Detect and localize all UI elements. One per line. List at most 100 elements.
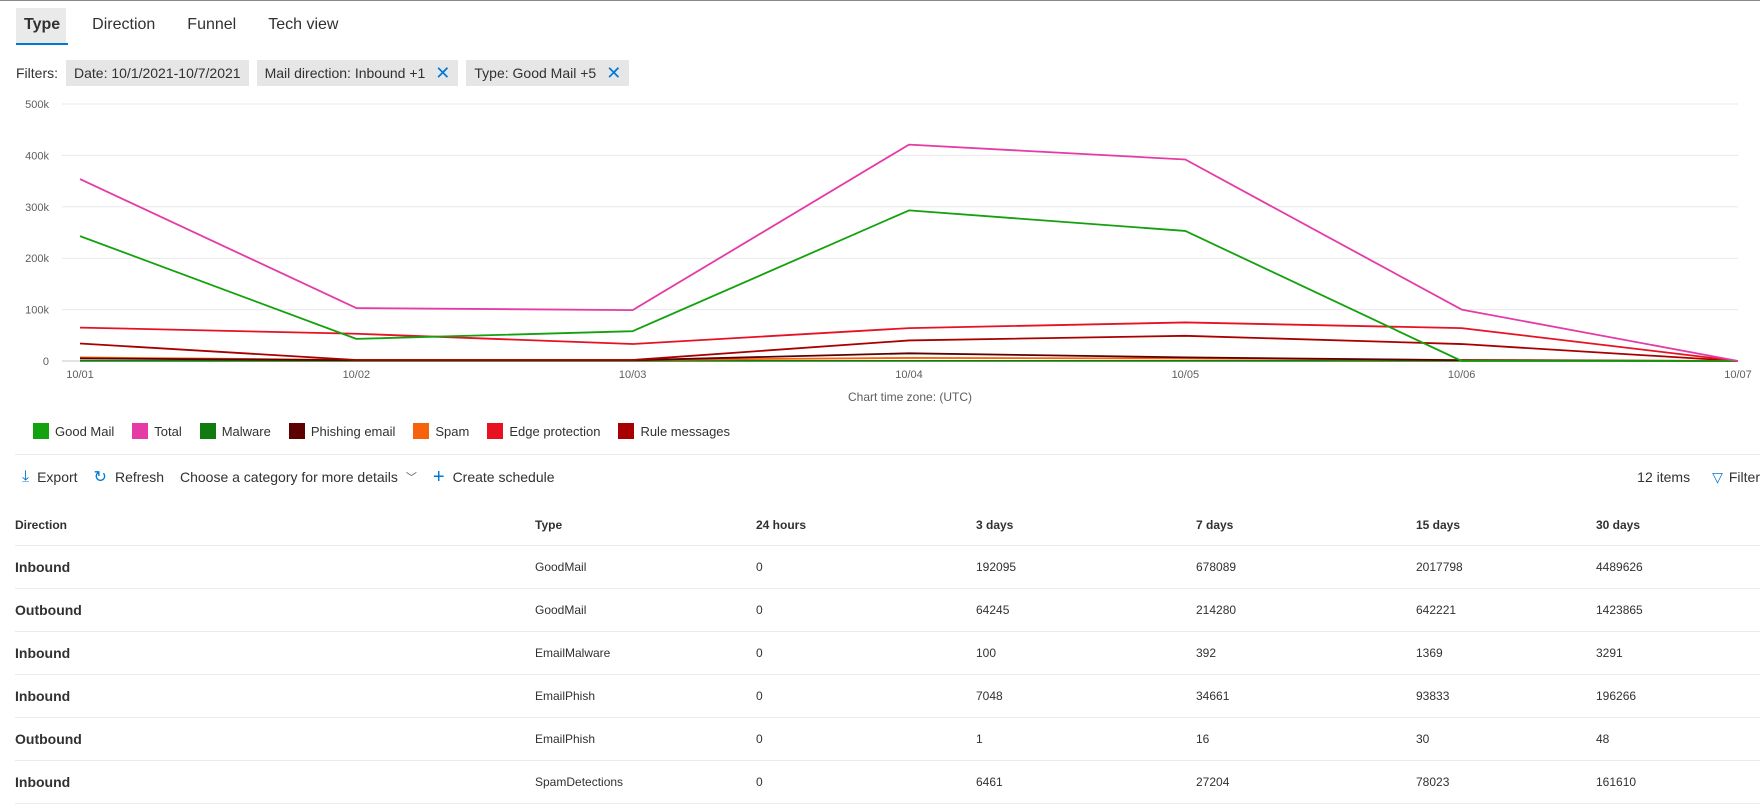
- table-row[interactable]: Inbound SpamDetections 0 6461 27204 7802…: [15, 761, 1760, 804]
- legend-label: Malware: [222, 424, 271, 439]
- column-header-15-days[interactable]: 15 days: [1416, 505, 1596, 546]
- filter-chip-type[interactable]: Type: Good Mail +5 ✕: [466, 60, 629, 86]
- chart-time-zone-label: Chart time zone: (UTC): [848, 390, 972, 404]
- tab-bar: Type Direction Funnel Tech view: [16, 8, 362, 45]
- table-row[interactable]: Outbound EmailPhish 0 1 16 30 48: [15, 718, 1760, 761]
- cell-7-days: 16: [1196, 718, 1416, 761]
- x-tick-label: 10/05: [1172, 369, 1200, 381]
- legend-item-rule-messages[interactable]: Rule messages: [618, 423, 730, 439]
- column-header-direction[interactable]: Direction: [15, 505, 535, 546]
- y-tick-label: 300k: [25, 202, 49, 214]
- legend-swatch: [289, 423, 305, 439]
- filter-chip-date[interactable]: Date: 10/1/2021-10/7/2021: [66, 60, 249, 86]
- cell-24-hours: 0: [756, 675, 976, 718]
- cell-24-hours: 0: [756, 761, 976, 804]
- legend-item-malware[interactable]: Malware: [200, 423, 271, 439]
- table-row[interactable]: Inbound GoodMail 0 192095 678089 2017798…: [15, 546, 1760, 589]
- x-tick-label: 10/03: [619, 369, 647, 381]
- legend-swatch: [618, 423, 634, 439]
- tab-type[interactable]: Type: [16, 8, 68, 45]
- legend-label: Spam: [435, 424, 469, 439]
- legend-item-edge-protection[interactable]: Edge protection: [487, 423, 600, 439]
- column-header-3-days[interactable]: 3 days: [976, 505, 1196, 546]
- legend-item-total[interactable]: Total: [132, 423, 181, 439]
- filter-chip-text: Type: Good Mail +5: [474, 65, 596, 81]
- filter-chip-text: Mail direction: Inbound +1: [265, 65, 426, 81]
- table-row[interactable]: Inbound EmailPhish 0 7048 34661 93833 19…: [15, 675, 1760, 718]
- x-tick-label: 10/06: [1448, 369, 1476, 381]
- cell-30-days: 196266: [1596, 675, 1760, 718]
- cell-3-days: 100: [976, 632, 1196, 675]
- funnel-icon: ▽: [1712, 469, 1723, 486]
- filter-chip-mail-direction[interactable]: Mail direction: Inbound +1 ✕: [257, 60, 459, 86]
- tab-funnel[interactable]: Funnel: [179, 8, 244, 45]
- cell-7-days: 678089: [1196, 546, 1416, 589]
- filter-chip-text: Date: 10/1/2021-10/7/2021: [74, 65, 241, 81]
- x-tick-label: 10/07: [1724, 369, 1752, 381]
- table-row[interactable]: Outbound GoodMail 0 64245 214280 642221 …: [15, 589, 1760, 632]
- legend-label: Total: [154, 424, 181, 439]
- legend-swatch: [33, 423, 49, 439]
- cell-direction: Outbound: [15, 718, 535, 761]
- legend-swatch: [132, 423, 148, 439]
- x-tick-label: 10/02: [343, 369, 371, 381]
- cell-type: GoodMail: [535, 546, 756, 589]
- legend-item-spam[interactable]: Spam: [413, 423, 469, 439]
- category-label: Choose a category for more details: [180, 469, 398, 485]
- tab-tech-view[interactable]: Tech view: [260, 8, 346, 45]
- y-tick-label: 400k: [25, 150, 49, 162]
- export-button[interactable]: ⤓ Export: [22, 468, 78, 486]
- cell-direction: Outbound: [15, 589, 535, 632]
- chart-x-axis: 10/01 10/02 10/03 10/04 10/05 10/06 10/07: [66, 369, 1752, 381]
- column-header-24-hours[interactable]: 24 hours: [756, 505, 976, 546]
- legend-swatch: [487, 423, 503, 439]
- cell-7-days: 392: [1196, 632, 1416, 675]
- y-tick-label: 100k: [25, 305, 49, 317]
- cell-15-days: 2017798: [1416, 546, 1596, 589]
- legend-label: Phishing email: [311, 424, 396, 439]
- filter-label: Filter: [1729, 469, 1760, 485]
- x-tick-label: 10/01: [66, 369, 94, 381]
- cell-30-days: 1423865: [1596, 589, 1760, 632]
- items-count: 12 items: [1637, 469, 1690, 485]
- cell-30-days: 48: [1596, 718, 1760, 761]
- table-header-row: Direction Type 24 hours 3 days 7 days 15…: [15, 505, 1760, 546]
- cell-direction: Inbound: [15, 675, 535, 718]
- cell-15-days: 1369: [1416, 632, 1596, 675]
- column-header-type[interactable]: Type: [535, 505, 756, 546]
- cell-15-days: 642221: [1416, 589, 1596, 632]
- chevron-down-icon: ﹀: [406, 469, 417, 485]
- x-tick-label: 10/04: [895, 369, 923, 381]
- filter-bar: Filters: Date: 10/1/2021-10/7/2021 Mail …: [16, 60, 637, 86]
- legend-item-good-mail[interactable]: Good Mail: [33, 423, 114, 439]
- create-schedule-button[interactable]: + Create schedule: [433, 466, 555, 489]
- y-tick-label: 500k: [25, 99, 49, 111]
- cell-15-days: 78023: [1416, 761, 1596, 804]
- cell-24-hours: 0: [756, 718, 976, 761]
- close-icon[interactable]: ✕: [435, 64, 450, 82]
- download-icon: ⤓: [22, 468, 29, 486]
- column-header-7-days[interactable]: 7 days: [1196, 505, 1416, 546]
- cell-3-days: 192095: [976, 546, 1196, 589]
- table-row[interactable]: Inbound EmailMalware 0 100 392 1369 3291: [15, 632, 1760, 675]
- cell-30-days: 4489626: [1596, 546, 1760, 589]
- column-header-30-days[interactable]: 30 days: [1596, 505, 1760, 546]
- refresh-label: Refresh: [115, 469, 164, 485]
- cell-type: EmailPhish: [535, 718, 756, 761]
- cell-direction: Inbound: [15, 761, 535, 804]
- refresh-button[interactable]: ↻ Refresh: [94, 467, 164, 487]
- category-dropdown[interactable]: Choose a category for more details ﹀: [180, 469, 417, 485]
- cell-3-days: 1: [976, 718, 1196, 761]
- close-icon[interactable]: ✕: [606, 64, 621, 82]
- cell-3-days: 6461: [976, 761, 1196, 804]
- tab-direction[interactable]: Direction: [84, 8, 163, 45]
- series-line-good-mail[interactable]: [80, 210, 1738, 361]
- cell-24-hours: 0: [756, 546, 976, 589]
- cell-30-days: 3291: [1596, 632, 1760, 675]
- filter-button[interactable]: ▽ Filter: [1712, 469, 1760, 486]
- legend-item-phishing-email[interactable]: Phishing email: [289, 423, 396, 439]
- mail-flow-table: Direction Type 24 hours 3 days 7 days 15…: [15, 505, 1760, 804]
- cell-7-days: 214280: [1196, 589, 1416, 632]
- cell-24-hours: 0: [756, 589, 976, 632]
